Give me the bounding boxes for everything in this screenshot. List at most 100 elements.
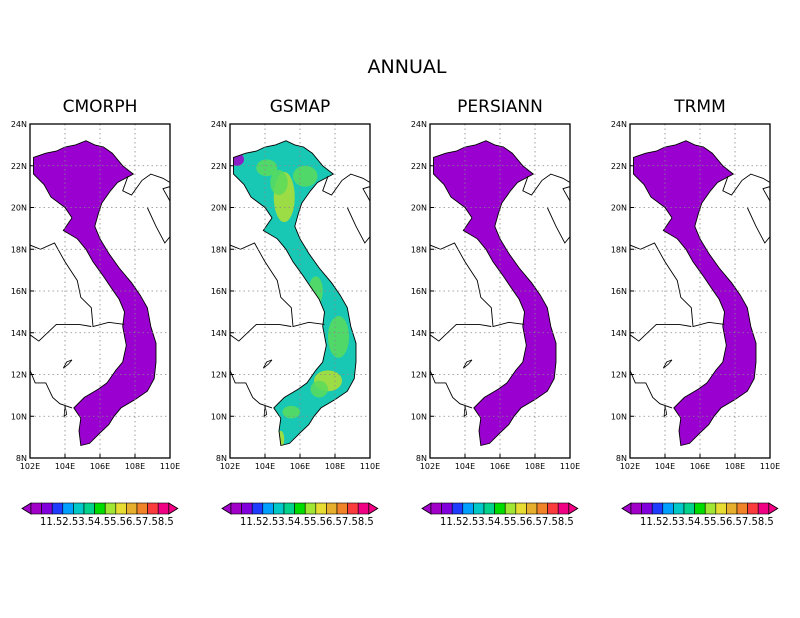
lon-tick-label: 106E <box>290 462 310 471</box>
border-line <box>762 186 770 202</box>
colorbar-low-arrow <box>21 502 32 515</box>
coastline <box>233 140 357 447</box>
border-line <box>746 207 770 244</box>
lon-tick-label: 102E <box>20 462 40 471</box>
lon-tick-label: 102E <box>220 462 240 471</box>
grid-lines <box>630 124 770 458</box>
coastline <box>33 140 157 447</box>
rainfall-field <box>633 140 756 446</box>
lat-tick-label: 12N <box>211 371 227 380</box>
colorbar-swatch <box>557 502 570 515</box>
border-line <box>522 173 570 196</box>
colorbar-swatch <box>241 502 253 515</box>
colorbar-swatch <box>641 502 653 515</box>
grid-lines <box>430 124 570 458</box>
lat-tick-label: 22N <box>211 162 227 171</box>
lat-tick-label: 14N <box>11 329 27 338</box>
border-line <box>30 242 125 328</box>
colorbar-swatch <box>547 502 559 515</box>
lon-tick-label: 102E <box>420 462 440 471</box>
lat-tick-label: 16N <box>11 287 27 296</box>
colorbar-swatch <box>630 502 642 515</box>
lon-tick-label: 104E <box>455 462 475 471</box>
panel-title: GSMAP <box>270 97 331 117</box>
lon-tick-label: 110E <box>560 462 580 471</box>
border-line <box>630 323 692 342</box>
colorbar-swatch <box>694 502 706 515</box>
map-area <box>30 140 170 447</box>
colorbar-swatch <box>504 502 517 515</box>
lat-tick-label: 14N <box>411 329 427 338</box>
lat-tick-label: 12N <box>11 371 27 380</box>
colorbar-swatch <box>336 502 348 515</box>
border-line <box>230 242 325 328</box>
colorbar-swatch <box>347 502 359 515</box>
lat-tick-label: 24N <box>411 120 427 129</box>
lon-tick-label: 110E <box>160 462 180 471</box>
lon-tick-label: 104E <box>255 462 275 471</box>
border-line <box>430 370 473 409</box>
border-line <box>430 242 525 328</box>
island-outline <box>663 405 668 418</box>
lat-tick-label: 24N <box>611 120 627 129</box>
colorbar-labels: 11.52.53.54.55.56.57.58.5 <box>240 516 374 528</box>
colorbar-swatch <box>294 502 306 515</box>
lat-tick-label: 10N <box>211 412 227 421</box>
colorbar-swatch <box>736 502 748 515</box>
colorbar-high-arrow <box>768 502 779 515</box>
lat-tick-label: 20N <box>211 204 227 213</box>
border-line <box>546 207 570 244</box>
island-outline <box>263 405 268 418</box>
lat-tick-label: 10N <box>411 412 427 421</box>
colorbar-swatch <box>441 502 453 515</box>
coastline <box>633 140 757 447</box>
colorbar-swatch <box>704 502 717 515</box>
lat-tick-label: 14N <box>211 329 227 338</box>
colorbar-labels: 11.52.53.54.55.56.57.58.5 <box>440 516 574 528</box>
lon-tick-label: 106E <box>690 462 710 471</box>
border-line <box>122 173 170 196</box>
colorbar-high-arrow <box>368 502 379 515</box>
lon-tick-label: 110E <box>760 462 780 471</box>
lon-tick-label: 102E <box>620 462 640 471</box>
lat-tick-label: 8N <box>616 454 627 463</box>
colorbar-swatch <box>536 502 548 515</box>
lon-tick-label: 108E <box>125 462 145 471</box>
colorbar-labels: 11.52.53.54.55.56.57.58.5 <box>40 516 174 528</box>
lat-tick-label: 10N <box>11 412 27 421</box>
border-line <box>430 323 492 342</box>
grid-lines <box>30 124 170 458</box>
colorbar-swatch <box>515 502 527 515</box>
colorbar-low-arrow <box>221 502 232 515</box>
lat-tick-label: 16N <box>411 287 427 296</box>
colorbar-swatch <box>715 502 727 515</box>
lon-tick-label: 108E <box>725 462 745 471</box>
border-line <box>562 186 570 202</box>
colorbar-swatch <box>51 502 64 515</box>
colorbar-swatch <box>747 502 759 515</box>
colorbar-swatch <box>251 502 264 515</box>
colorbar-swatch <box>473 502 485 515</box>
border-line <box>230 370 273 409</box>
island-outline <box>63 405 68 418</box>
lat-tick-label: 20N <box>611 204 627 213</box>
lat-tick-label: 20N <box>411 204 427 213</box>
rainfall-field <box>433 140 556 446</box>
border-line <box>162 186 170 202</box>
map-area <box>430 140 570 447</box>
lat-tick-label: 14N <box>611 329 627 338</box>
border-line <box>722 173 770 196</box>
colorbar: 11.52.53.54.55.56.57.58.5 <box>421 502 579 528</box>
lat-tick-label: 12N <box>611 371 627 380</box>
colorbar-swatch <box>673 502 685 515</box>
lat-tick-label: 8N <box>416 454 427 463</box>
rainfall-field <box>33 140 156 446</box>
colorbar-swatch <box>273 502 285 515</box>
colorbar-swatch <box>230 502 242 515</box>
lon-tick-label: 108E <box>325 462 345 471</box>
colorbar-swatch <box>115 502 127 515</box>
border-line <box>146 207 170 244</box>
lat-tick-label: 10N <box>611 412 627 421</box>
